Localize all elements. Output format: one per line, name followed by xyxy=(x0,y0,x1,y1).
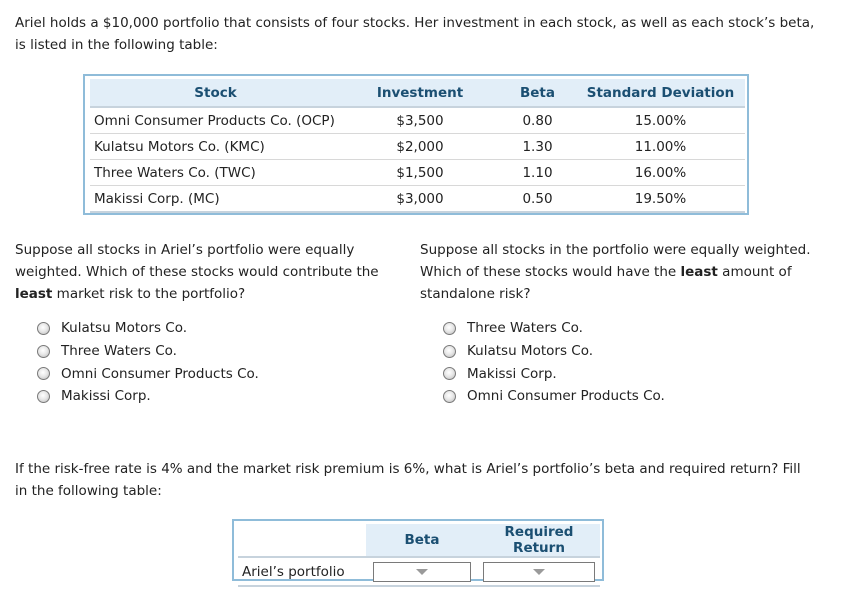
table-row: Three Waters Co. (TWC) $1,500 1.10 16.00… xyxy=(90,159,745,186)
radio-button[interactable] xyxy=(37,344,50,358)
stock-std-dev: 15.00% xyxy=(576,107,745,134)
radio-option-label[interactable]: Omni Consumer Products Co. xyxy=(467,388,665,405)
stock-table: Stock Investment Beta Standard Deviation… xyxy=(90,79,745,213)
radio-button[interactable] xyxy=(37,367,50,381)
radio-option-label[interactable]: Three Waters Co. xyxy=(61,343,177,360)
radio-option[interactable]: Kulatsu Motors Co. xyxy=(443,340,665,363)
stock-table-container: Stock Investment Beta Standard Deviation… xyxy=(83,74,749,215)
question-2-line-1: Suppose all stocks in the portfolio were… xyxy=(420,242,811,258)
table-row: Ariel’s portfolio xyxy=(238,557,600,587)
beta-cell xyxy=(366,557,478,587)
question-2-line-2-post: amount of xyxy=(717,264,792,280)
stock-beta: 0.50 xyxy=(499,185,576,213)
question-3-line-1: If the risk-free rate is 4% and the mark… xyxy=(15,461,801,477)
header-standard-deviation: Standard Deviation xyxy=(576,79,745,108)
radio-option[interactable]: Makissi Corp. xyxy=(37,385,259,408)
stock-std-dev: 11.00% xyxy=(576,133,745,160)
stock-name: Three Waters Co. (TWC) xyxy=(90,159,341,186)
question-1-line-2: weighted. Which of these stocks would co… xyxy=(15,264,379,280)
header-beta: Beta xyxy=(499,79,576,108)
stock-name: Kulatsu Motors Co. (KMC) xyxy=(90,133,341,160)
question-3-line-2: in the following table: xyxy=(15,483,162,499)
stock-beta: 1.30 xyxy=(499,133,576,160)
header-beta: Beta xyxy=(366,524,478,558)
radio-option-label[interactable]: Three Waters Co. xyxy=(467,320,583,337)
emphasis-least: least xyxy=(680,264,718,280)
stock-beta: 1.10 xyxy=(499,159,576,186)
required-return-dropdown[interactable] xyxy=(483,561,595,582)
intro-line-2: is listed in the following table: xyxy=(15,37,218,53)
question-2-options: Three Waters Co. Kulatsu Motors Co. Maki… xyxy=(443,317,665,408)
radio-option-label[interactable]: Kulatsu Motors Co. xyxy=(467,343,594,360)
stock-investment: $3,000 xyxy=(341,185,499,213)
question-1-text: Suppose all stocks in Ariel’s portfolio … xyxy=(15,239,415,305)
question-1-line-3-rest: market risk to the portfolio? xyxy=(52,286,246,302)
required-return-cell xyxy=(478,557,600,587)
radio-option-label[interactable]: Makissi Corp. xyxy=(61,388,151,405)
header-investment: Investment xyxy=(341,79,499,108)
return-table-container: Beta Required Return Ariel’s portfolio xyxy=(232,519,604,587)
question-2-line-2-pre: Which of these stocks would have the xyxy=(420,264,681,280)
radio-button[interactable] xyxy=(443,321,456,335)
header-required-return: Required Return xyxy=(478,524,600,558)
radio-button[interactable] xyxy=(37,321,50,335)
stock-beta: 0.80 xyxy=(499,107,576,134)
question-2-text: Suppose all stocks in the portfolio were… xyxy=(420,239,840,305)
chevron-down-icon xyxy=(533,568,545,575)
stock-investment: $2,000 xyxy=(341,133,499,160)
question-1-line-1: Suppose all stocks in Ariel’s portfolio … xyxy=(15,242,355,258)
stock-std-dev: 16.00% xyxy=(576,159,745,186)
table-row: Kulatsu Motors Co. (KMC) $2,000 1.30 11.… xyxy=(90,133,745,160)
stock-investment: $3,500 xyxy=(341,107,499,134)
radio-option[interactable]: Omni Consumer Products Co. xyxy=(443,385,665,408)
radio-option-label[interactable]: Omni Consumer Products Co. xyxy=(61,365,259,382)
question-1-line-3: least market risk to the portfolio? xyxy=(15,283,415,305)
radio-button[interactable] xyxy=(443,389,456,403)
header-blank xyxy=(238,524,366,558)
beta-dropdown[interactable] xyxy=(373,561,471,582)
radio-button[interactable] xyxy=(37,389,50,403)
table-row: Omni Consumer Products Co. (OCP) $3,500 … xyxy=(90,107,745,134)
radio-option[interactable]: Omni Consumer Products Co. xyxy=(37,362,259,385)
radio-option[interactable]: Makissi Corp. xyxy=(443,362,665,385)
return-table-header-row: Beta Required Return xyxy=(238,524,600,558)
radio-option-label[interactable]: Makissi Corp. xyxy=(467,365,557,382)
emphasis-least: least xyxy=(15,286,53,302)
chevron-down-icon xyxy=(416,568,428,575)
radio-option-label[interactable]: Kulatsu Motors Co. xyxy=(61,320,188,337)
radio-button[interactable] xyxy=(443,344,456,358)
question-2-line-2: Which of these stocks would have the lea… xyxy=(420,261,840,283)
intro-line-1: Ariel holds a $10,000 portfolio that con… xyxy=(15,15,815,31)
table-row: Makissi Corp. (MC) $3,000 0.50 19.50% xyxy=(90,185,745,213)
stock-investment: $1,500 xyxy=(341,159,499,186)
question-2-line-3: standalone risk? xyxy=(420,286,531,302)
intro-text: Ariel holds a $10,000 portfolio that con… xyxy=(15,12,835,56)
radio-option[interactable]: Kulatsu Motors Co. xyxy=(37,317,259,340)
stock-name: Omni Consumer Products Co. (OCP) xyxy=(90,107,341,134)
radio-option[interactable]: Three Waters Co. xyxy=(37,340,259,363)
question-1-options: Kulatsu Motors Co. Three Waters Co. Omni… xyxy=(37,317,259,408)
question-3-text: If the risk-free rate is 4% and the mark… xyxy=(15,458,835,502)
radio-option[interactable]: Three Waters Co. xyxy=(443,317,665,340)
row-label: Ariel’s portfolio xyxy=(238,557,366,587)
stock-std-dev: 19.50% xyxy=(576,185,745,213)
radio-button[interactable] xyxy=(443,367,456,381)
header-stock: Stock xyxy=(90,79,341,108)
stock-table-header-row: Stock Investment Beta Standard Deviation xyxy=(90,79,745,108)
return-table: Beta Required Return Ariel’s portfolio xyxy=(238,524,600,587)
stock-name: Makissi Corp. (MC) xyxy=(90,185,341,213)
